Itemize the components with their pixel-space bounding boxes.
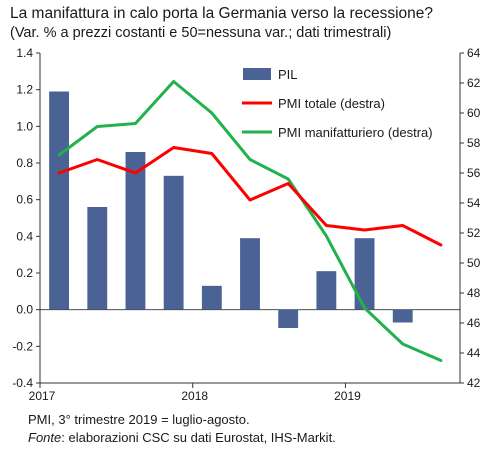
pil-bar — [316, 271, 337, 310]
y-left-tick-label: 1.0 — [16, 119, 33, 133]
y-right-tick-label: 52 — [467, 226, 481, 240]
pmi-totale-line — [57, 146, 443, 247]
y-left-tick-label: 0.6 — [16, 193, 33, 207]
pmi-lines — [57, 80, 443, 362]
y-right-tick-label: 58 — [467, 136, 481, 150]
y-left-tick-label: -0.4 — [12, 376, 33, 390]
legend-swatch-pil — [243, 68, 271, 80]
y-right-tick-label: 62 — [467, 76, 481, 90]
y-right-tick-label: 54 — [467, 196, 481, 210]
y-left-tick-label: 0.4 — [16, 229, 33, 243]
y-left-tick-label: -0.2 — [12, 339, 33, 353]
y-right-tick-label: 42 — [467, 376, 481, 390]
pil-bar — [278, 309, 299, 328]
legend-label-pmi-manifatturiero: PMI manifatturiero (destra) — [278, 125, 433, 140]
legend-label-pil: PIL — [278, 67, 298, 82]
y-left-tick-label: 0.8 — [16, 156, 33, 170]
y-left-tick-label: 0.2 — [16, 266, 33, 280]
chart-legend: PIL PMI totale (destra) PMI manifatturie… — [242, 67, 433, 140]
y-right-tick-label: 56 — [467, 166, 481, 180]
pil-bar — [49, 91, 70, 310]
y-left-tick-label: 1.4 — [16, 46, 33, 60]
pil-bar — [201, 285, 222, 310]
y-right-tick-label: 60 — [467, 106, 481, 120]
pil-bar — [240, 238, 260, 310]
chart-axes — [36, 52, 464, 388]
legend-label-pmi-totale: PMI totale (destra) — [278, 96, 385, 111]
y-right-tick-label: 44 — [467, 346, 481, 360]
pil-bar — [87, 207, 108, 310]
pmi-manifatturiero-line — [57, 80, 443, 362]
note-source: Fonte: elaborazioni CSC su dati Eurostat… — [28, 430, 336, 445]
y-left-tick-label: 0.0 — [16, 303, 33, 317]
y-left-tick-label: 1.2 — [16, 83, 33, 97]
note-source-text: : elaborazioni CSC su dati Eurostat, IHS… — [61, 430, 336, 445]
chart-subtitle: (Var. % a prezzi costanti e 50=nessuna v… — [10, 25, 392, 41]
note-pmi-period: PMI, 3° trimestre 2019 = luglio-agosto. — [28, 412, 250, 427]
y-right-tick-label: 46 — [467, 316, 481, 330]
pil-bar — [392, 309, 413, 323]
pil-bar — [163, 175, 184, 310]
note-source-label: Fonte — [28, 430, 62, 445]
x-tick-label: 2018 — [181, 389, 208, 403]
y-right-tick-label: 48 — [467, 286, 481, 300]
chart-title: La manifattura in calo porta la Germania… — [10, 5, 434, 22]
x-tick-label: 2017 — [29, 389, 56, 403]
pil-bars — [49, 91, 413, 328]
pil-bar — [125, 152, 146, 310]
y-right-tick-label: 50 — [467, 256, 481, 270]
pil-bar — [354, 238, 375, 310]
y-right-tick-label: 64 — [467, 46, 481, 60]
tick-labels: -0.4 -0.2 0.0 0.2 0.4 0.6 0.8 1.0 1.2 1.4 42 44 46 48… — [12, 46, 480, 403]
x-tick-label: 2019 — [334, 389, 361, 403]
